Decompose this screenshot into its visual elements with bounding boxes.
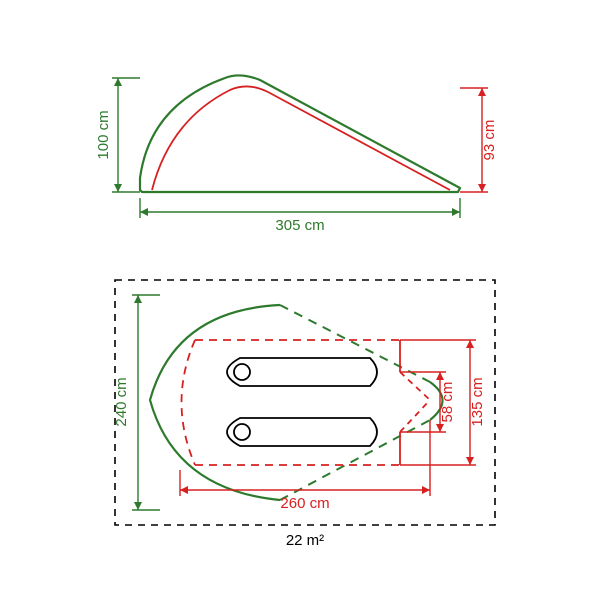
plan-outer [150, 305, 280, 500]
side-outer-profile [140, 75, 460, 192]
dim-side-height [112, 78, 140, 192]
dim-side-height-label: 100 cm [95, 110, 112, 159]
sleeping-bag-1 [227, 358, 377, 386]
area-label: 22 m² [286, 532, 324, 549]
dim-plan-inner-w-label: 260 cm [280, 495, 329, 512]
dim-plan-outer-h-label: 240 cm [113, 377, 130, 426]
dim-side-inner-height-label: 93 cm [481, 120, 498, 161]
dim-plan-outer-h [132, 295, 160, 510]
dim-side-width [140, 198, 460, 218]
sleeping-bag-2 [227, 418, 377, 446]
top-floorplan: 240 cm 260 cm 135 cm 58 cm [113, 280, 495, 549]
dim-plan-door-label: 58 cm [439, 382, 456, 423]
side-elevation: 100 cm 93 cm 305 cm [95, 75, 498, 234]
plan-outer-dash-top [280, 305, 430, 382]
dim-side-width-label: 305 cm [275, 217, 324, 234]
footprint-rect [115, 280, 495, 525]
dim-plan-inner-h [400, 340, 476, 465]
dim-plan-inner-h-label: 135 cm [469, 377, 486, 426]
